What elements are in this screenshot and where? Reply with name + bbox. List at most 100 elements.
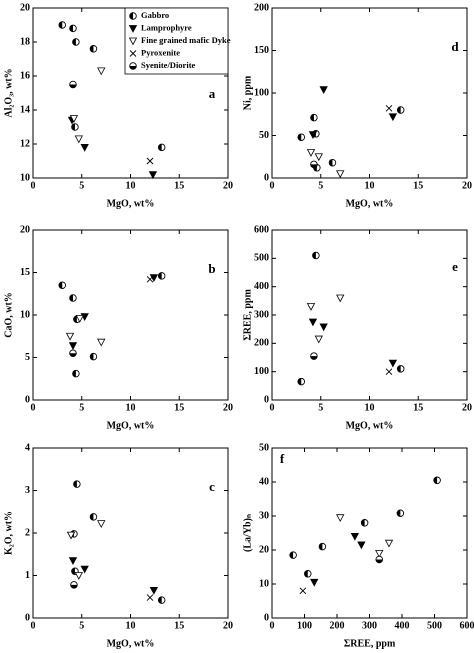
- marker-shape: [336, 294, 345, 303]
- data-point: [58, 21, 67, 29]
- marker-fill: [90, 45, 94, 53]
- marker-fill: [129, 66, 137, 70]
- data-point: [89, 352, 98, 361]
- x-tick-label: 300: [362, 620, 377, 631]
- y-tick-label: 20: [20, 224, 30, 235]
- x-axis-label: ΣREE, ppm: [344, 638, 396, 649]
- marker-fill: [375, 559, 383, 563]
- y-tick-label: 20: [20, 2, 30, 13]
- legend-marker: [128, 25, 138, 33]
- marker-shape: [128, 25, 138, 33]
- marker-shape: [306, 303, 316, 311]
- data-point: [388, 113, 398, 122]
- marker-fill: [129, 12, 133, 20]
- x-axis-label: MgO, wt%: [107, 198, 155, 209]
- legend-label: Pyroxenite: [141, 47, 180, 57]
- data-point: [71, 123, 79, 131]
- x-tick-label: 10: [126, 180, 136, 191]
- y-tick-label: 10: [259, 578, 269, 589]
- data-point: [69, 24, 77, 33]
- data-point: [89, 45, 98, 53]
- y-tick-label: 0: [25, 394, 30, 405]
- x-tick-label: 15: [174, 402, 184, 413]
- data-point: [97, 338, 106, 347]
- marker-shape: [68, 342, 78, 350]
- data-point: [388, 359, 398, 368]
- data-point: [396, 509, 405, 518]
- x-tick-label: 20: [462, 402, 472, 413]
- y-axis-label: (La/Yb)ₙ: [242, 514, 253, 552]
- x-axis-label: MgO, wt%: [107, 638, 155, 649]
- data-point: [58, 281, 67, 290]
- y-tick-label: 150: [254, 45, 269, 56]
- x-tick-label: 15: [174, 180, 184, 191]
- marker-shape: [314, 153, 323, 162]
- x-axis-label: MgO, wt%: [346, 420, 394, 431]
- x-axis-label: MgO, wt%: [346, 198, 394, 209]
- marker-fill: [72, 38, 76, 46]
- data-point: [74, 135, 83, 144]
- data-point: [350, 533, 360, 541]
- data-point: [360, 519, 369, 527]
- data-point: [146, 275, 154, 283]
- y-tick-label: 3: [25, 485, 30, 496]
- marker-fill: [69, 84, 77, 88]
- x-tick-label: 400: [395, 620, 410, 631]
- marker-shape: [146, 594, 154, 601]
- data-point: [308, 131, 318, 139]
- marker-fill: [310, 356, 318, 360]
- y-tick-label: 14: [20, 104, 30, 115]
- x-tick-label: 20: [223, 180, 233, 191]
- marker-fill: [297, 378, 302, 385]
- marker-shape: [80, 144, 89, 152]
- y-tick-label: 100: [254, 87, 269, 98]
- x-tick-label: 0: [31, 180, 36, 191]
- y-tick-label: 30: [259, 510, 269, 521]
- y-tick-label: 300: [254, 309, 269, 320]
- data-point: [304, 570, 312, 578]
- data-point: [66, 531, 76, 540]
- data-point: [289, 551, 297, 559]
- marker-fill: [70, 584, 78, 589]
- marker-fill: [310, 114, 314, 121]
- data-point: [80, 144, 89, 152]
- y-tick-label: 5: [25, 352, 30, 363]
- marker-fill: [158, 144, 162, 151]
- y-axis-label: CaO, wt%: [3, 292, 14, 338]
- data-point: [149, 586, 159, 595]
- x-tick-label: 20: [223, 620, 233, 631]
- marker-fill: [289, 551, 294, 559]
- data-point: [336, 514, 345, 523]
- data-point: [68, 342, 78, 350]
- marker-shape: [319, 86, 328, 94]
- data-point: [385, 104, 393, 112]
- marker-fill: [304, 570, 308, 578]
- marker-fill: [319, 543, 323, 550]
- data-point: [310, 113, 318, 122]
- marker-shape: [385, 368, 393, 375]
- marker-shape: [388, 359, 398, 368]
- marker-shape: [308, 131, 318, 139]
- marker-shape: [388, 113, 398, 122]
- legend-label: Gabbro: [141, 10, 169, 20]
- data-point: [310, 352, 318, 360]
- marker-fill: [69, 353, 77, 357]
- y-tick-label: 0: [264, 172, 269, 183]
- data-point: [146, 594, 154, 601]
- marker-fill: [71, 567, 75, 575]
- marker-fill: [72, 370, 76, 377]
- data-point: [157, 272, 166, 280]
- y-tick-label: 200: [254, 2, 269, 13]
- data-point: [357, 541, 366, 550]
- panel-label: f: [280, 451, 285, 466]
- data-point: [396, 365, 405, 373]
- x-tick-label: 20: [462, 180, 472, 191]
- legend-marker: [129, 50, 137, 57]
- x-tick-label: 5: [79, 620, 84, 631]
- y-axis-label: Ni, ppm: [242, 75, 253, 110]
- panel-label: d: [451, 39, 459, 54]
- marker-shape: [310, 578, 319, 587]
- marker-fill: [329, 159, 333, 166]
- data-point: [97, 520, 106, 528]
- data-point: [69, 80, 77, 89]
